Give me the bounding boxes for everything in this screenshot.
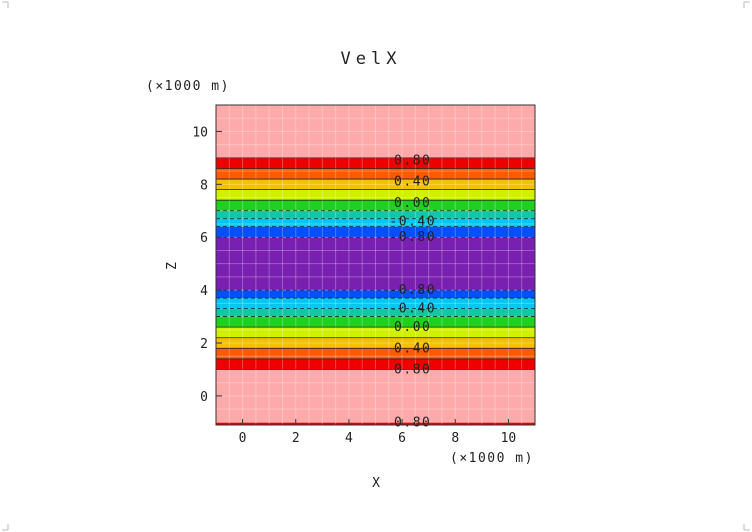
contour-label-1: 0.40 <box>394 175 431 190</box>
band-18 <box>216 157 535 169</box>
value-bands <box>216 105 535 425</box>
band-8 <box>216 298 535 309</box>
band-13 <box>216 210 535 219</box>
band-11 <box>216 226 535 238</box>
contour-label-5: -0.80 <box>389 283 436 298</box>
band-7 <box>216 308 535 317</box>
band-15 <box>216 189 535 201</box>
x-axis-ticks: 0 2 4 6 8 10 <box>239 419 517 446</box>
band-14 <box>216 200 535 211</box>
band-4 <box>216 337 535 349</box>
band-9 <box>216 290 535 299</box>
band-19 <box>216 105 535 158</box>
contour-label-0: 0.80 <box>394 154 431 169</box>
x-tick-label-3: 6 <box>398 431 406 446</box>
contour-lines <box>216 157 535 370</box>
contour-label-2: 0.00 <box>394 196 431 211</box>
band-10 <box>216 237 535 291</box>
band-1 <box>216 369 535 423</box>
contour-label-7: 0.00 <box>394 320 431 335</box>
y-axis-label: Z <box>165 262 180 270</box>
contour-label-3: -0.40 <box>389 214 436 229</box>
band-6 <box>216 316 535 328</box>
band-12 <box>216 218 535 227</box>
band-5 <box>216 327 535 338</box>
contour-label-8: 0.40 <box>394 341 431 356</box>
x-tick-label-4: 8 <box>451 431 459 446</box>
x-tick-label-2: 4 <box>345 431 353 446</box>
y-tick-label-5: 10 <box>192 125 208 140</box>
x-tick-label-5: 10 <box>501 431 517 446</box>
y-tick-label-0: 0 <box>200 390 208 405</box>
y-tick-label-3: 6 <box>200 231 208 246</box>
contour-label-9: 0.80 <box>394 362 431 377</box>
contour-label-4: -0.80 <box>389 230 436 245</box>
y-axis-ticks: 0 2 4 6 8 10 <box>192 125 222 405</box>
band-16 <box>216 179 535 190</box>
y-tick-label-2: 4 <box>200 284 208 299</box>
band-17 <box>216 168 535 180</box>
contour-label-6: -0.40 <box>389 302 436 317</box>
x-unit-label: (×1000 m) <box>450 451 534 466</box>
y-tick-label-1: 2 <box>200 337 208 352</box>
x-axis-label: X <box>372 476 380 491</box>
band-2 <box>216 358 535 370</box>
band-0 <box>216 422 535 425</box>
band-3 <box>216 348 535 359</box>
plot-frame <box>215 104 536 426</box>
x-tick-label-1: 2 <box>292 431 300 446</box>
contour-labels: 0.800.400.00-0.40-0.80-0.80-0.400.000.40… <box>389 154 436 431</box>
y-unit-label: (×1000 m) <box>146 79 230 94</box>
contour-label-10: 0.80 <box>394 415 431 430</box>
y-tick-label-4: 8 <box>200 178 208 193</box>
x-tick-label-0: 0 <box>239 431 247 446</box>
chart-title: VelX <box>341 49 402 69</box>
